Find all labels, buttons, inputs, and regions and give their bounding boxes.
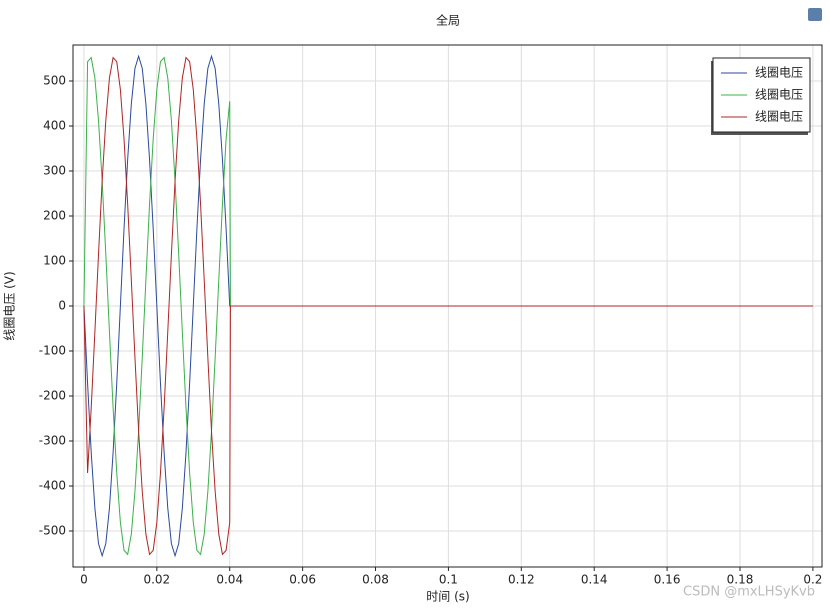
x-tick-label: 0.12 bbox=[508, 573, 535, 587]
y-tick-label: 500 bbox=[43, 74, 66, 88]
x-tick-label: 0.1 bbox=[439, 573, 458, 587]
y-axis-label: 线圈电压 (V) bbox=[3, 271, 17, 340]
x-tick-label: 0.2 bbox=[803, 573, 822, 587]
x-tick-label: 0.06 bbox=[289, 573, 316, 587]
y-tick-label: -200 bbox=[39, 389, 66, 403]
y-tick-label: -100 bbox=[39, 344, 66, 358]
y-tick-label: -500 bbox=[39, 524, 66, 538]
x-tick-label: 0.18 bbox=[727, 573, 754, 587]
x-tick-label: 0.16 bbox=[654, 573, 681, 587]
legend-label: 线圈电压 bbox=[755, 88, 803, 102]
x-tick-label: 0.08 bbox=[362, 573, 389, 587]
plot-frame bbox=[72, 44, 823, 568]
x-tick-label: 0.04 bbox=[216, 573, 243, 587]
y-tick-label: -300 bbox=[39, 434, 66, 448]
icon bbox=[808, 8, 822, 21]
line bbox=[83, 56, 813, 556]
x-tick-label: 0.14 bbox=[581, 573, 608, 587]
watermark: CSDN @mxLHSyKvb bbox=[683, 585, 815, 600]
y-tick-label: 400 bbox=[43, 119, 66, 133]
y-tick-label: 200 bbox=[43, 209, 66, 223]
chart-title: 全局 bbox=[436, 13, 460, 28]
y-tick-label: -400 bbox=[39, 479, 66, 493]
y-tick-label: 0 bbox=[58, 299, 66, 313]
y-tick-label: 100 bbox=[43, 254, 66, 268]
line bbox=[83, 54, 813, 558]
legend-label: 线圈电压 bbox=[755, 66, 803, 80]
x-tick-label: 0.02 bbox=[143, 573, 170, 587]
x-axis-label: 时间 (s) bbox=[426, 590, 469, 604]
legend-label: 线圈电压 bbox=[755, 110, 803, 124]
x-tick-label: 0 bbox=[80, 573, 88, 587]
y-tick-label: 300 bbox=[43, 164, 66, 178]
